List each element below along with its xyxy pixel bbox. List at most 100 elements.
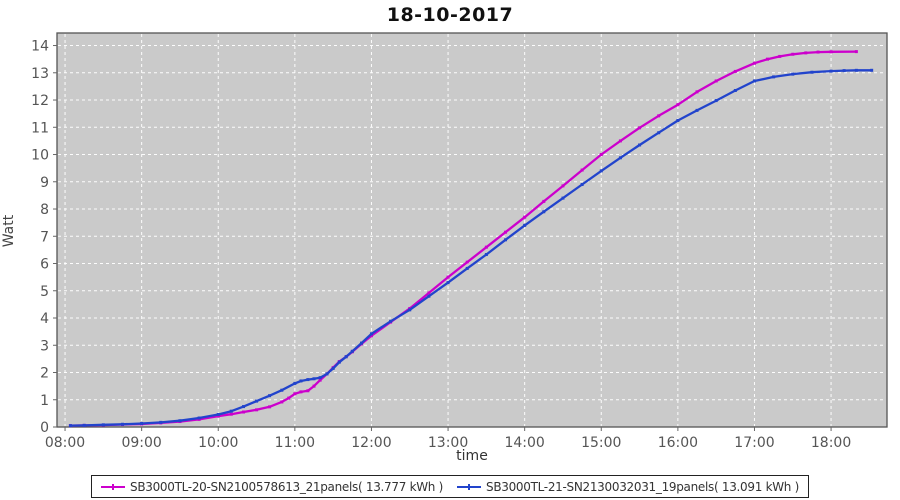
series-point-marker <box>714 99 718 103</box>
y-tick-label: 10 <box>31 148 49 164</box>
y-axis-title: Watt <box>1 214 17 248</box>
series-point-marker <box>618 156 622 160</box>
series-point-marker <box>293 381 297 385</box>
series-point-marker <box>484 245 488 249</box>
series-point-marker <box>446 275 450 279</box>
series-point-marker <box>299 379 303 383</box>
series-point-marker <box>810 70 814 74</box>
series-point-marker <box>752 79 756 83</box>
series-point-marker <box>389 319 393 323</box>
series-point-marker <box>331 366 335 370</box>
x-tick-label: 13:00 <box>428 435 468 451</box>
series-point-marker <box>229 409 233 413</box>
y-tick-label: 8 <box>40 202 49 218</box>
legend-box: SB3000TL-20-SN2100578613_21panels( 13.77… <box>91 475 809 498</box>
series-point-marker <box>229 412 233 416</box>
series-point-marker <box>242 410 246 414</box>
series-point-marker <box>638 143 642 147</box>
y-tick-label: 7 <box>40 229 49 245</box>
series-point-marker <box>854 50 858 54</box>
legend-line-swatch <box>101 482 125 492</box>
series-point-marker <box>580 168 584 172</box>
series-point-marker <box>242 405 246 409</box>
series-point-marker <box>580 182 584 186</box>
x-tick-label: 16:00 <box>658 435 698 451</box>
series-point-marker <box>714 79 718 83</box>
series-point-marker <box>369 334 373 338</box>
series-point-marker <box>733 88 737 92</box>
series-point-marker <box>854 68 858 72</box>
y-tick-label: 14 <box>31 39 49 55</box>
series-point-marker <box>216 412 220 416</box>
x-tick-label: 12:00 <box>351 435 391 451</box>
series-point-marker <box>178 419 182 423</box>
chart-title: 18-10-2017 <box>386 4 514 26</box>
series-point-marker <box>829 50 833 54</box>
series-point-marker <box>870 68 874 72</box>
series-point-marker <box>299 390 303 394</box>
series-point-marker <box>280 400 284 404</box>
series-point-marker <box>140 421 144 425</box>
series-point-marker <box>523 215 527 219</box>
series-point-marker <box>255 408 259 412</box>
series-point-marker <box>427 291 431 295</box>
x-tick-label: 18:00 <box>811 435 851 451</box>
legend-item-1: SB3000TL-20-SN2100578613_21panels( 13.77… <box>101 480 443 494</box>
series-point-marker <box>337 360 341 364</box>
series-point-marker <box>618 139 622 143</box>
series-point-marker <box>695 90 699 94</box>
series-point-marker <box>255 399 259 403</box>
series-point-marker <box>312 384 316 388</box>
y-tick-label: 9 <box>40 175 49 191</box>
series-point-marker <box>159 420 163 424</box>
series-point-marker <box>344 355 348 359</box>
series-point-marker <box>484 253 488 257</box>
series-point-marker <box>816 50 820 54</box>
series-point-marker <box>268 394 272 398</box>
series-point-marker <box>280 388 284 392</box>
x-tick-label: 15:00 <box>581 435 621 451</box>
series-point-marker <box>829 69 833 73</box>
series-point-marker <box>752 61 756 65</box>
series-point-marker <box>216 414 220 418</box>
series-point-marker <box>599 169 603 173</box>
x-tick-label: 10:00 <box>198 435 238 451</box>
y-tick-label: 13 <box>31 66 49 82</box>
series-point-marker <box>369 332 373 336</box>
legend-item-2: SB3000TL-21-SN2130032031_19panels( 13.09… <box>457 480 799 494</box>
series-point-marker <box>82 423 86 427</box>
series-point-marker <box>599 153 603 157</box>
y-tick-label: 11 <box>31 120 49 136</box>
series-point-marker <box>765 57 769 61</box>
x-tick-label: 09:00 <box>121 435 161 451</box>
series-point-marker <box>842 69 846 73</box>
x-tick-label: 14:00 <box>504 435 544 451</box>
series-point-marker <box>733 69 737 73</box>
series-point-marker <box>676 118 680 122</box>
series-point-marker <box>657 114 661 118</box>
series-point-marker <box>306 389 310 393</box>
plot-background <box>56 32 888 428</box>
series-point-marker <box>446 281 450 285</box>
series-point-marker <box>359 341 363 345</box>
series-point-marker <box>772 75 776 79</box>
y-tick-label: 3 <box>40 338 49 354</box>
series-point-marker <box>561 184 565 188</box>
legend-line-swatch <box>457 482 481 492</box>
y-tick-label: 12 <box>31 93 49 109</box>
series-point-marker <box>287 396 291 400</box>
series-point-marker <box>504 230 508 234</box>
series-point-marker <box>638 126 642 130</box>
series-point-marker <box>695 108 699 112</box>
series-point-marker <box>804 51 808 55</box>
y-tick-label: 6 <box>40 257 49 273</box>
series-point-marker <box>68 424 72 428</box>
series-point-marker <box>268 405 272 409</box>
series-point-marker <box>504 238 508 242</box>
series-point-marker <box>312 377 316 381</box>
series-point-marker <box>318 378 322 382</box>
y-tick-label: 0 <box>40 420 49 436</box>
x-tick-label: 17:00 <box>734 435 774 451</box>
